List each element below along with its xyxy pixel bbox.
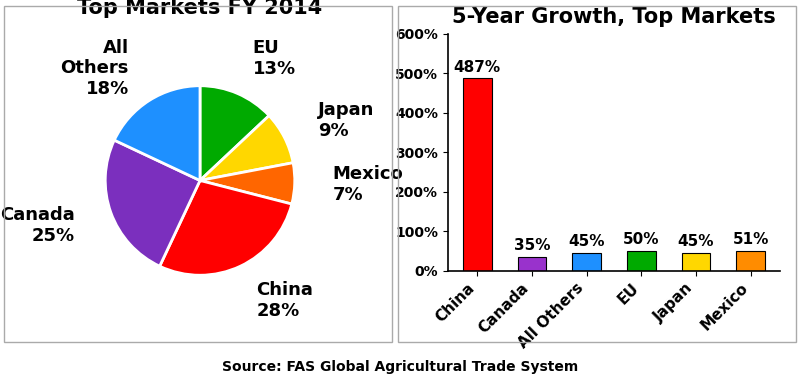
Wedge shape: [160, 180, 292, 275]
Text: 51%: 51%: [733, 232, 769, 247]
Text: 45%: 45%: [678, 234, 714, 249]
Text: 35%: 35%: [514, 238, 550, 253]
Text: China
28%: China 28%: [257, 281, 314, 320]
Text: 487%: 487%: [454, 59, 501, 74]
Text: 45%: 45%: [569, 234, 605, 249]
Wedge shape: [114, 86, 200, 180]
Bar: [518, 257, 546, 271]
Text: All
Others
18%: All Others 18%: [61, 39, 129, 98]
Text: Canada
25%: Canada 25%: [1, 206, 75, 245]
Text: 50%: 50%: [623, 232, 659, 247]
Wedge shape: [200, 163, 294, 204]
Wedge shape: [106, 140, 200, 266]
Text: Source: FAS Global Agricultural Trade System: Source: FAS Global Agricultural Trade Sy…: [222, 360, 578, 374]
Text: EU
13%: EU 13%: [253, 39, 296, 78]
Text: Mexico
7%: Mexico 7%: [333, 165, 403, 204]
Title: Top Markets FY 2014: Top Markets FY 2014: [78, 0, 322, 18]
Text: Japan
9%: Japan 9%: [318, 101, 374, 139]
Bar: [737, 250, 765, 271]
Wedge shape: [200, 115, 293, 180]
Bar: [573, 253, 601, 271]
Wedge shape: [200, 86, 269, 180]
Bar: [627, 251, 655, 271]
Title: 5-Year Growth, Top Markets: 5-Year Growth, Top Markets: [452, 7, 776, 27]
Bar: [463, 79, 491, 271]
Bar: [682, 253, 710, 271]
